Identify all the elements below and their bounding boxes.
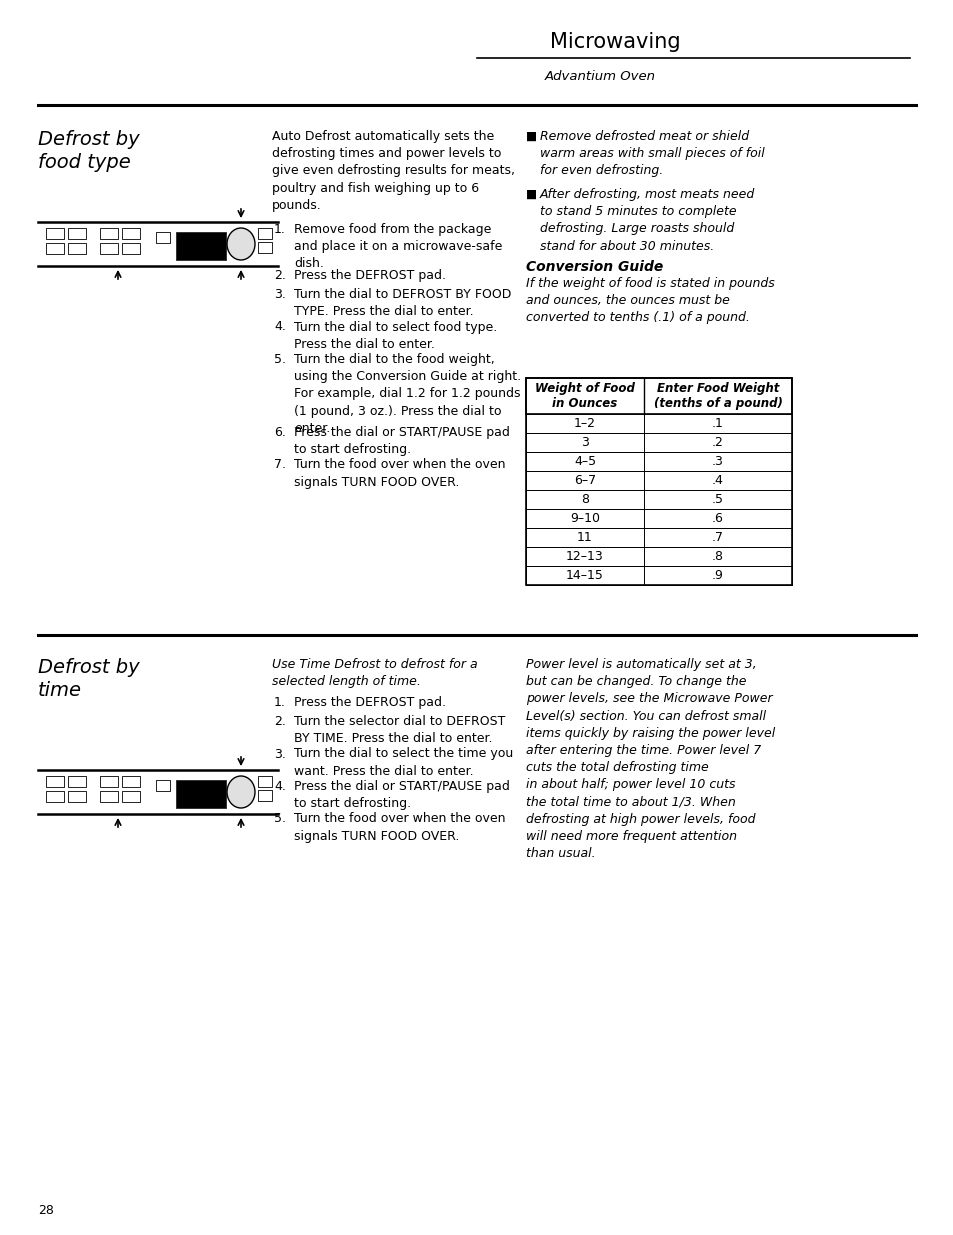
Text: 4–5: 4–5 <box>574 454 596 468</box>
Bar <box>46 790 64 802</box>
Ellipse shape <box>227 776 254 808</box>
Bar <box>46 228 64 240</box>
Bar <box>525 433 791 452</box>
Bar <box>525 452 791 471</box>
Text: Press the dial or START/PAUSE pad
to start defrosting.: Press the dial or START/PAUSE pad to sta… <box>294 781 509 810</box>
Text: Advantium Oven: Advantium Oven <box>544 69 655 83</box>
Ellipse shape <box>227 228 254 261</box>
Bar <box>100 228 118 240</box>
Text: Enter Food Weight
(tenths of a pound): Enter Food Weight (tenths of a pound) <box>653 382 781 410</box>
Text: 28: 28 <box>38 1203 53 1216</box>
Bar <box>175 232 226 261</box>
Text: 11: 11 <box>577 531 592 543</box>
Text: Turn the dial to DEFROST BY FOOD
TYPE. Press the dial to enter.: Turn the dial to DEFROST BY FOOD TYPE. P… <box>294 288 511 319</box>
Bar <box>525 490 791 509</box>
Bar <box>122 776 140 787</box>
Bar <box>525 378 791 585</box>
Bar <box>156 781 170 790</box>
Bar <box>525 414 791 433</box>
Text: 2.: 2. <box>274 269 286 282</box>
Text: If the weight of food is stated in pounds
and ounces, the ounces must be
convert: If the weight of food is stated in pound… <box>525 277 774 325</box>
Text: 3.: 3. <box>274 288 286 301</box>
Bar <box>525 509 791 529</box>
Text: Remove defrosted meat or shield
warm areas with small pieces of foil
for even de: Remove defrosted meat or shield warm are… <box>539 130 764 178</box>
Bar <box>68 790 86 802</box>
Text: 1–2: 1–2 <box>574 417 596 430</box>
Bar <box>68 243 86 254</box>
Text: Turn the dial to select the time you
want. Press the dial to enter.: Turn the dial to select the time you wan… <box>294 747 513 778</box>
Text: 9–10: 9–10 <box>569 513 599 525</box>
Text: .6: .6 <box>711 513 723 525</box>
Text: 4.: 4. <box>274 321 286 333</box>
Text: Turn the dial to the food weight,
using the Conversion Guide at right.
For examp: Turn the dial to the food weight, using … <box>294 353 520 435</box>
Bar <box>525 547 791 566</box>
Text: Turn the food over when the oven
signals TURN FOOD OVER.: Turn the food over when the oven signals… <box>294 458 505 489</box>
Bar <box>122 228 140 240</box>
Text: Defrost by
time: Defrost by time <box>38 658 139 700</box>
Text: Power level is automatically set at 3,
but can be changed. To change the
power l: Power level is automatically set at 3, b… <box>525 658 775 861</box>
Text: Turn the food over when the oven
signals TURN FOOD OVER.: Turn the food over when the oven signals… <box>294 813 505 842</box>
Bar <box>46 243 64 254</box>
Text: .2: .2 <box>711 436 723 450</box>
Text: .1: .1 <box>711 417 723 430</box>
Bar <box>525 529 791 547</box>
Bar <box>156 232 170 243</box>
Bar <box>100 776 118 787</box>
Bar <box>257 776 272 787</box>
Bar <box>257 242 272 253</box>
Text: ■: ■ <box>525 188 537 201</box>
Bar <box>46 776 64 787</box>
Text: 5.: 5. <box>274 813 286 825</box>
Text: Press the DEFROST pad.: Press the DEFROST pad. <box>294 269 446 282</box>
Bar <box>175 781 226 808</box>
Text: Microwaving: Microwaving <box>549 32 679 52</box>
Text: 8: 8 <box>580 493 588 506</box>
Text: Press the dial or START/PAUSE pad
to start defrosting.: Press the dial or START/PAUSE pad to sta… <box>294 426 509 456</box>
Text: 3.: 3. <box>274 747 286 761</box>
Text: 6.: 6. <box>274 426 286 438</box>
Text: .5: .5 <box>711 493 723 506</box>
Text: 7.: 7. <box>274 458 286 472</box>
Text: 2.: 2. <box>274 715 286 727</box>
Bar <box>257 228 272 240</box>
Text: Remove food from the package
and place it on a microwave-safe
dish.: Remove food from the package and place i… <box>294 224 502 270</box>
Text: Use Time Defrost to defrost for a
selected length of time.: Use Time Defrost to defrost for a select… <box>272 658 477 688</box>
Text: ■: ■ <box>525 130 537 143</box>
Bar <box>525 378 791 414</box>
Bar <box>525 566 791 585</box>
Text: Turn the selector dial to DEFROST
BY TIME. Press the dial to enter.: Turn the selector dial to DEFROST BY TIM… <box>294 715 505 745</box>
Text: .3: .3 <box>711 454 723 468</box>
Bar <box>122 243 140 254</box>
Text: 1.: 1. <box>274 224 286 236</box>
Text: 14–15: 14–15 <box>565 569 603 582</box>
Bar <box>100 243 118 254</box>
Text: Defrost by
food type: Defrost by food type <box>38 130 139 172</box>
Text: 12–13: 12–13 <box>565 550 603 563</box>
Bar <box>68 228 86 240</box>
Text: 3: 3 <box>580 436 588 450</box>
Bar <box>257 790 272 802</box>
Text: 6–7: 6–7 <box>574 474 596 487</box>
Bar <box>525 471 791 490</box>
Text: 4.: 4. <box>274 781 286 793</box>
Text: After defrosting, most meats need
to stand 5 minutes to complete
defrosting. Lar: After defrosting, most meats need to sta… <box>539 188 755 253</box>
Text: Turn the dial to select food type.
Press the dial to enter.: Turn the dial to select food type. Press… <box>294 321 497 351</box>
Text: Weight of Food
in Ounces: Weight of Food in Ounces <box>535 382 635 410</box>
Text: Conversion Guide: Conversion Guide <box>525 261 662 274</box>
Text: .8: .8 <box>711 550 723 563</box>
Bar <box>122 790 140 802</box>
Text: .9: .9 <box>711 569 723 582</box>
Bar <box>68 776 86 787</box>
Text: 1.: 1. <box>274 697 286 709</box>
Text: .7: .7 <box>711 531 723 543</box>
Text: .4: .4 <box>711 474 723 487</box>
Text: Press the DEFROST pad.: Press the DEFROST pad. <box>294 697 446 709</box>
Text: 5.: 5. <box>274 353 286 366</box>
Text: Auto Defrost automatically sets the
defrosting times and power levels to
give ev: Auto Defrost automatically sets the defr… <box>272 130 515 211</box>
Bar <box>100 790 118 802</box>
